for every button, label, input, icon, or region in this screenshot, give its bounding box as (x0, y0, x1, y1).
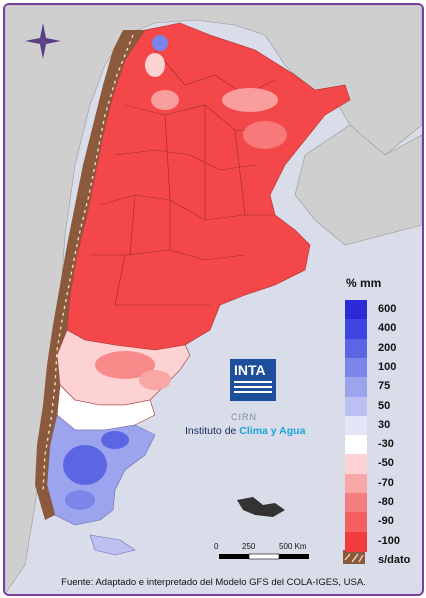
legend-swatch (345, 454, 367, 475)
institute-accent: Clima y Agua (239, 425, 306, 437)
nodata-strip (35, 30, 145, 520)
legend-swatch (345, 357, 367, 378)
legend-label: -90 (378, 515, 394, 528)
legend-label: -30 (378, 438, 394, 451)
legend-swatch (345, 396, 367, 417)
scale-label-0: 0 (214, 542, 219, 551)
legend-label: -100 (378, 534, 401, 547)
inta-logo-text: INTA (234, 362, 266, 378)
deficit-patch-ne2 (243, 121, 287, 149)
malvinas-islands (237, 497, 285, 517)
legend-item: 100 (345, 357, 422, 378)
legend-swatch (345, 531, 367, 552)
legend-item: 200 (345, 338, 422, 359)
institute-prefix: Instituto de (185, 425, 240, 437)
legend-swatch (345, 415, 367, 436)
legend-label: 100 (378, 360, 397, 373)
legend-label: 400 (378, 322, 397, 335)
inta-logo: INTA (230, 359, 276, 401)
deficit-patch-north (151, 90, 179, 110)
legend-label: 200 (378, 341, 397, 354)
nodata-label: s/dato (378, 554, 411, 566)
precipitation-anomaly-map (5, 5, 422, 594)
legend-swatch (345, 512, 367, 533)
surplus-core-south3 (65, 490, 95, 510)
tierra-del-fuego (89, 534, 136, 556)
legend-item: -30 (345, 435, 422, 456)
scale-label-250: 250 (242, 542, 256, 551)
legend-swatch (345, 473, 367, 494)
compass-icon (25, 23, 61, 59)
legend-unit: % mm (346, 276, 382, 290)
institute-label: Instituto de Clima y Agua (185, 425, 305, 437)
legend-swatch (345, 319, 367, 340)
legend-swatch (345, 377, 367, 398)
legend-item: 75 (345, 377, 422, 398)
nodata-hatch (42, 34, 134, 491)
legend-swatch (345, 435, 367, 456)
legend-label: 50 (378, 399, 391, 412)
legend-label: 75 (378, 380, 391, 393)
legend-item: -50 (345, 454, 422, 475)
legend-item: 400 (345, 319, 422, 340)
map-frame: % mm 600 400 200 100 75 50 30 -30 -50 -70 -80 -90 -1… (3, 3, 424, 596)
legend-label: 30 (378, 418, 391, 431)
inta-logo-waves-icon (234, 381, 272, 393)
legend-label: -70 (378, 476, 394, 489)
legend-swatch (345, 338, 367, 359)
legend-swatch (345, 300, 367, 320)
deficit-patch-ne (222, 88, 278, 112)
legend-item: -90 (345, 512, 422, 533)
legend-label: -80 (378, 496, 394, 508)
deficit-patch-nw (145, 53, 165, 77)
legend-item: -80 (345, 493, 422, 513)
deficit-patch-patagonia2 (139, 370, 171, 390)
cirn-label: CIRN (231, 412, 257, 422)
scale-bar (219, 553, 309, 560)
legend-item: -70 (345, 473, 422, 494)
legend-swatch (345, 493, 367, 513)
neighbor-land-uruguay-brazil (294, 124, 422, 246)
legend-item: 30 (345, 415, 422, 436)
surplus-core-south (63, 445, 107, 485)
surplus-patch-nw (152, 35, 168, 51)
legend-item: 600 (345, 300, 422, 320)
legend-label: -50 (378, 457, 394, 470)
surplus-core-south2 (101, 431, 129, 449)
legend-label: 600 (378, 303, 397, 315)
source-note: Fuente: Adaptado e interpretado del Mode… (61, 577, 366, 588)
legend-item: -100 (345, 531, 422, 552)
legend-item: 50 (345, 396, 422, 417)
scale-label-500: 500 Km (279, 542, 307, 551)
nodata-legend-hatch (344, 553, 364, 563)
deficit-patch-patagonia (95, 351, 155, 379)
